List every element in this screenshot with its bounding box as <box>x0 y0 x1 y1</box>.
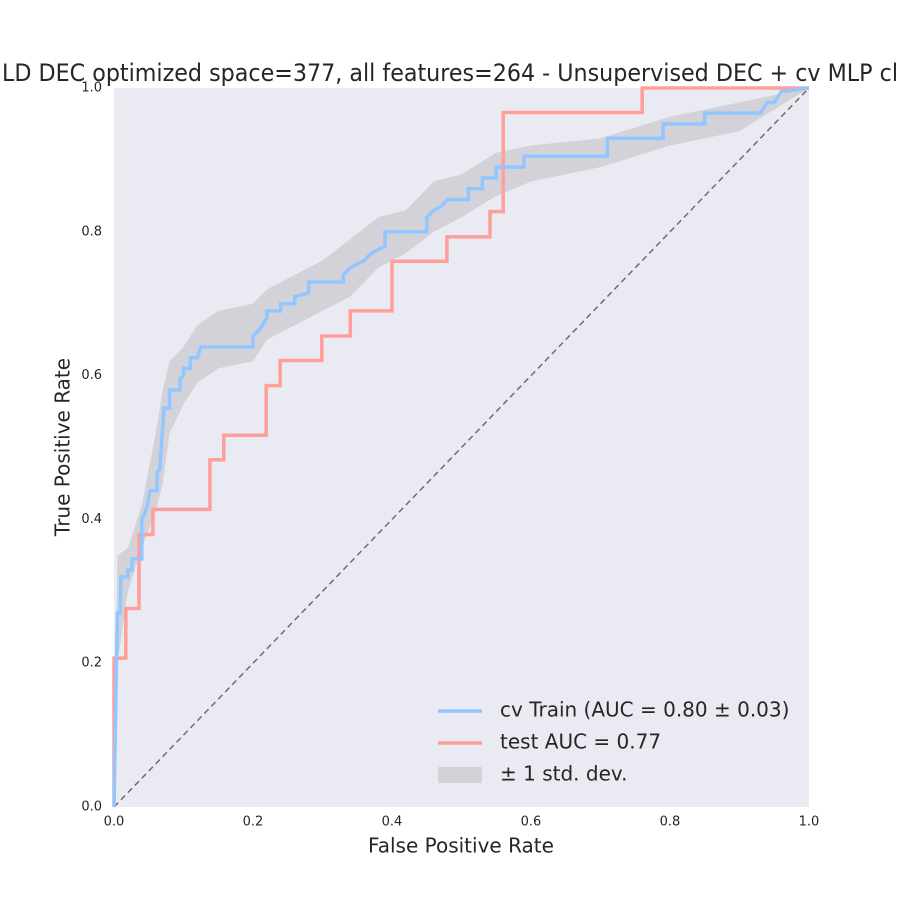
x-axis-label: False Positive Rate <box>368 834 554 858</box>
y-axis-label: True Positive Rate <box>51 358 75 537</box>
roc-line <box>112 86 809 807</box>
y-tick-label: 0.6 <box>81 368 102 383</box>
x-tick-label: 0.2 <box>243 815 264 830</box>
legend-label: test AUC = 0.77 <box>500 730 661 754</box>
legend-label: cv Train (AUC = 0.80 ± 0.03) <box>500 698 789 722</box>
x-tick-label: 0.6 <box>521 815 542 830</box>
y-tick-label: 0.8 <box>81 224 102 239</box>
x-tick-label: 0.0 <box>104 815 125 830</box>
x-tick-label: 0.8 <box>660 815 681 830</box>
chart-title: LD DEC optimized space=377, all features… <box>2 59 898 87</box>
y-tick-label: 0.0 <box>81 800 102 815</box>
chance-line <box>113 87 810 808</box>
y-tick-label: 1.0 <box>81 81 102 96</box>
y-tick-label: 0.4 <box>81 512 102 527</box>
legend-label: ± 1 std. dev. <box>500 762 628 786</box>
x-tick-label: 0.4 <box>382 815 403 830</box>
y-tick-label: 0.2 <box>81 656 102 671</box>
legend-swatch <box>438 767 482 783</box>
x-tick-label: 1.0 <box>799 815 820 830</box>
roc-line <box>112 86 810 808</box>
